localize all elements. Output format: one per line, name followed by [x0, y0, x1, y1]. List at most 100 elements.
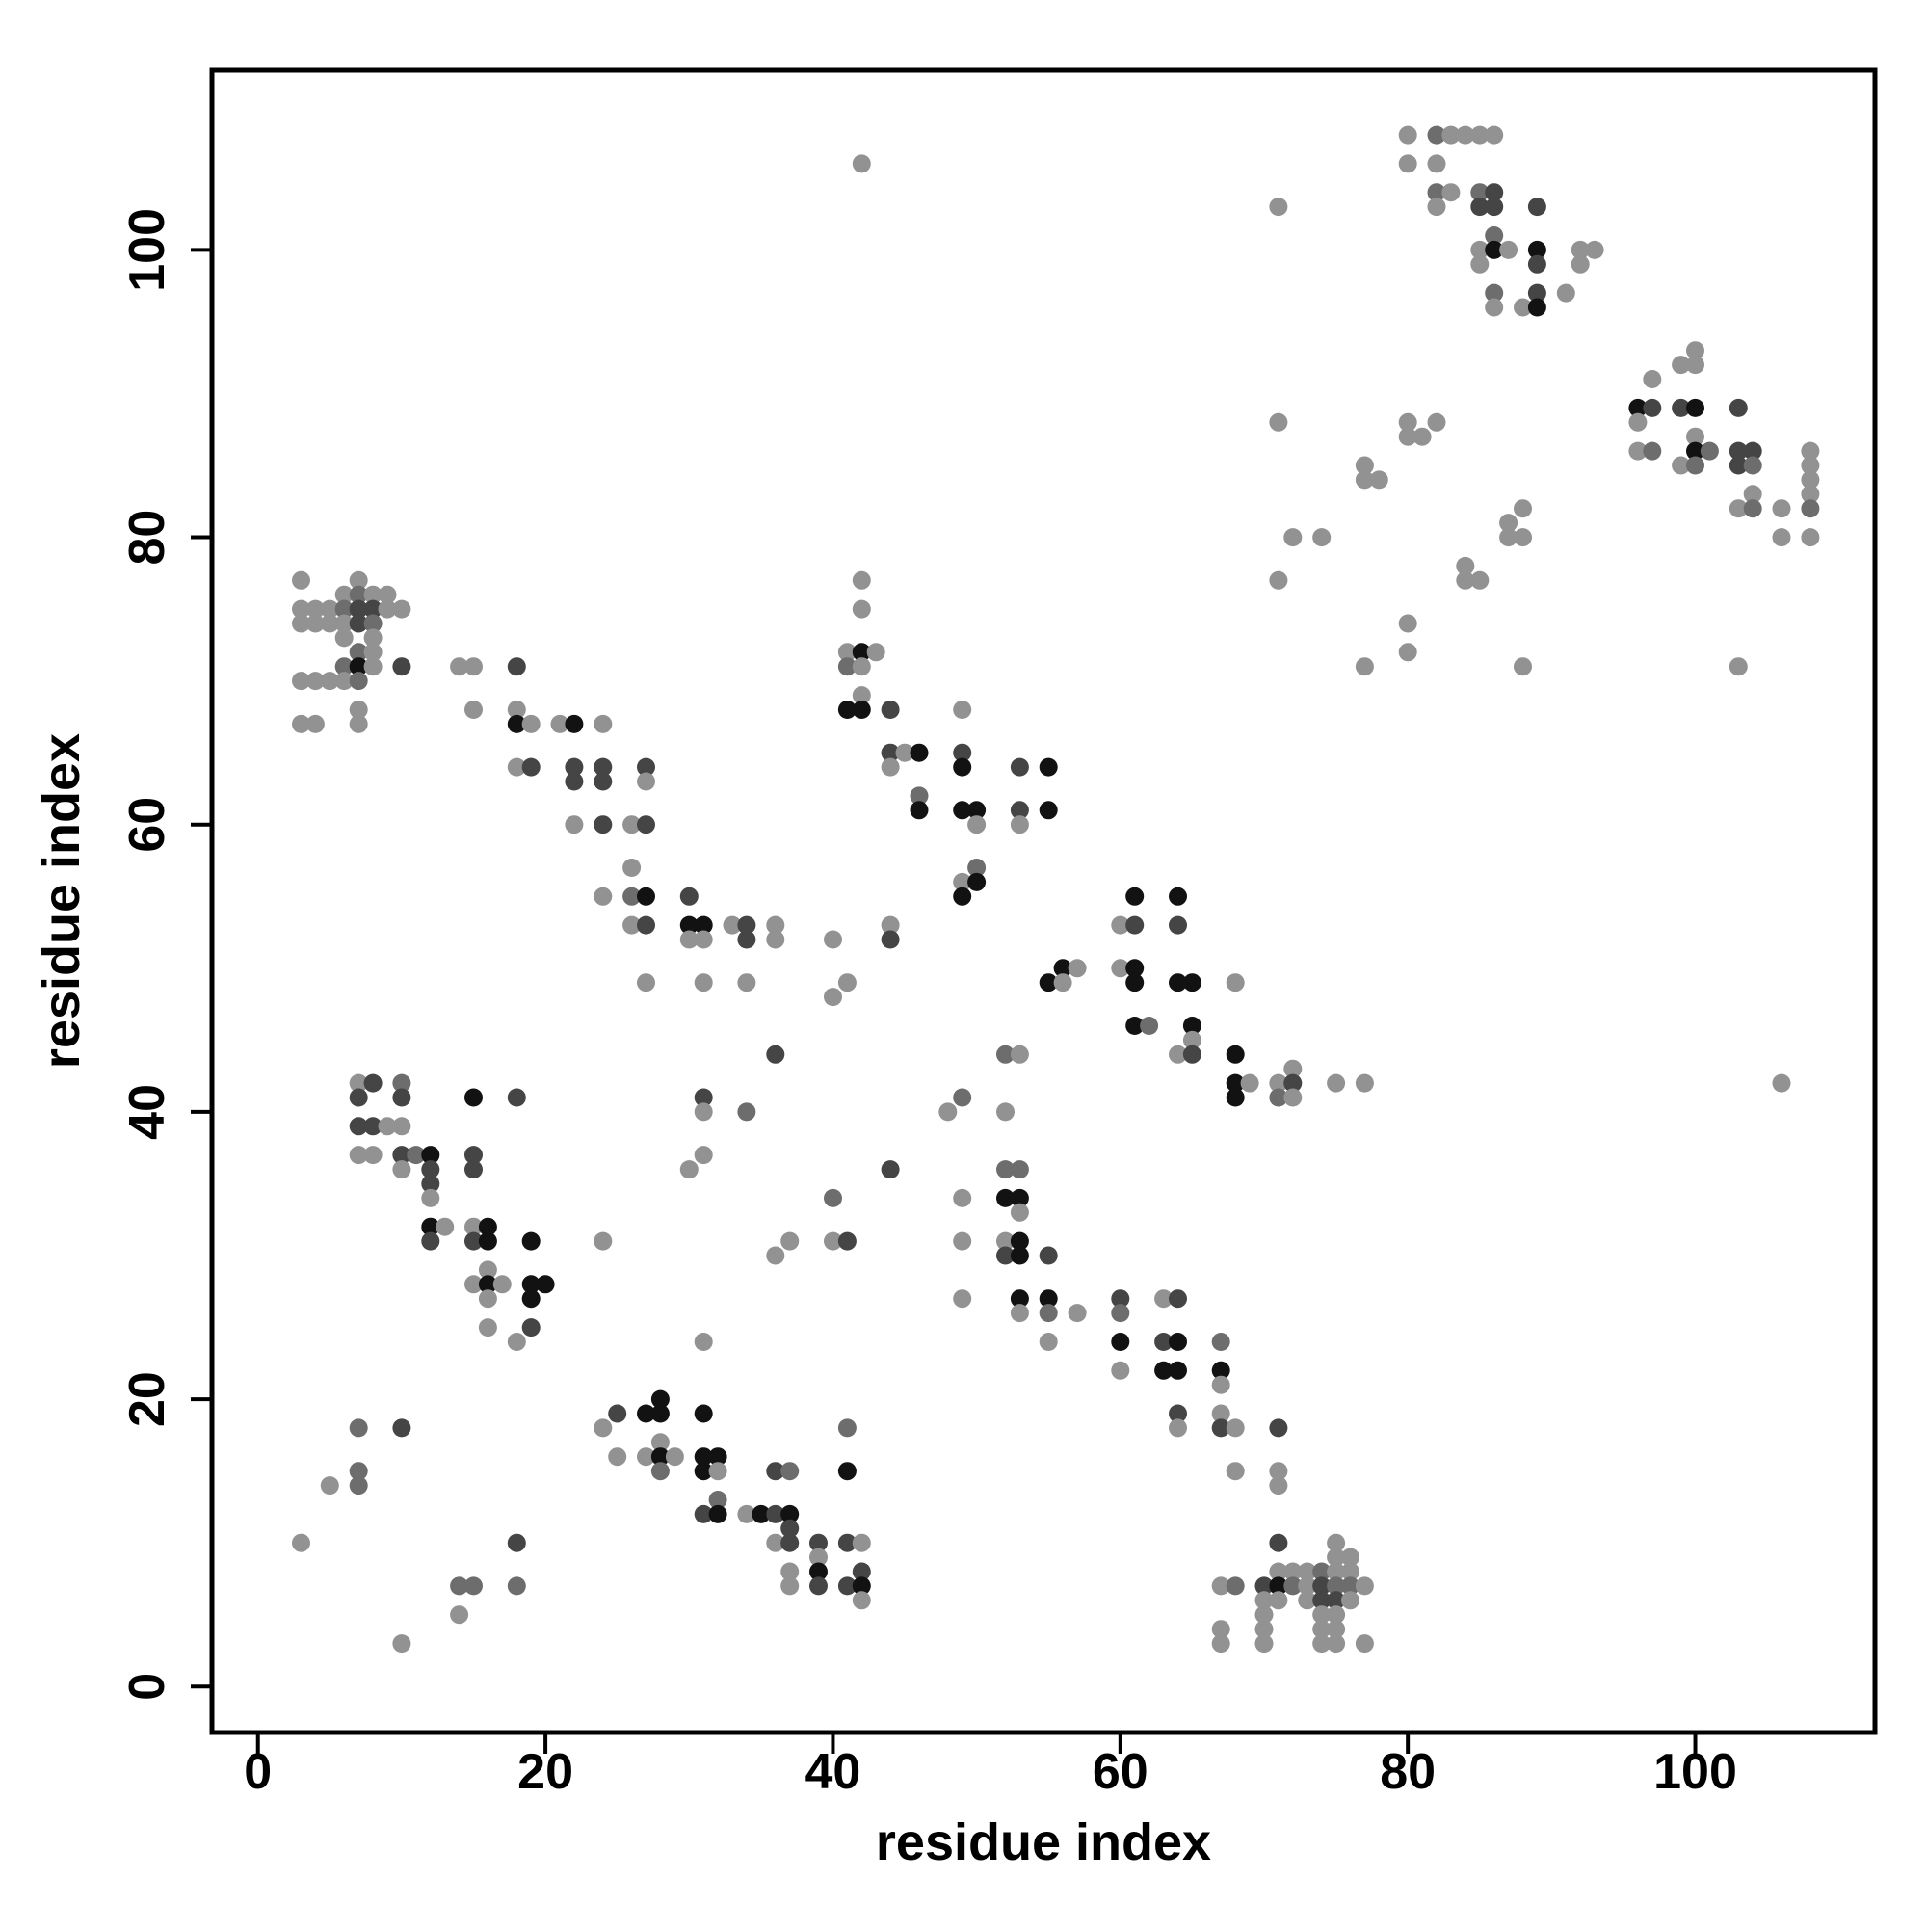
data-point [1485, 183, 1504, 202]
data-point [363, 614, 383, 633]
data-point [1700, 441, 1719, 461]
data-point [1254, 1634, 1274, 1654]
data-point [478, 1260, 497, 1280]
y-tick-label: 80 [119, 510, 175, 566]
data-point [780, 1519, 800, 1538]
data-point [1499, 240, 1518, 259]
data-point [1169, 1404, 1187, 1423]
data-point [1111, 959, 1130, 978]
data-point [1211, 1634, 1230, 1654]
data-point [837, 1533, 857, 1552]
data-point [694, 1333, 713, 1351]
data-point [1298, 1576, 1317, 1596]
data-point [292, 614, 310, 633]
data-point [679, 1160, 699, 1179]
data-point [1254, 1576, 1274, 1596]
data-point [1355, 1634, 1374, 1654]
plot-frame [209, 67, 1878, 1735]
data-point [1039, 1246, 1058, 1265]
data-point [1010, 757, 1029, 777]
data-point [1240, 1073, 1259, 1093]
data-point [837, 643, 857, 662]
data-point [1039, 801, 1058, 820]
data-point [837, 1576, 857, 1596]
data-point [967, 859, 987, 877]
data-point [852, 701, 871, 719]
data-point [1182, 973, 1201, 992]
data-point [637, 973, 655, 992]
data-point [1312, 528, 1332, 547]
data-point [953, 801, 972, 820]
data-point [1312, 1576, 1332, 1596]
data-point [1729, 398, 1748, 417]
data-point [1327, 1562, 1346, 1581]
data-point [492, 1275, 512, 1294]
data-point [1327, 1605, 1346, 1625]
data-point [1010, 1246, 1029, 1265]
data-point [349, 643, 368, 662]
data-point [953, 1289, 972, 1309]
data-point [521, 1231, 541, 1251]
data-point [809, 1548, 828, 1567]
data-point [1427, 183, 1446, 202]
data-point [305, 614, 325, 633]
data-point [1398, 614, 1417, 633]
data-point [1686, 356, 1704, 375]
data-point [349, 599, 368, 619]
data-point [1643, 441, 1662, 461]
x-tick-label: 20 [517, 1744, 573, 1800]
data-point [521, 714, 541, 733]
data-point [507, 757, 526, 777]
data-point [1039, 973, 1058, 992]
data-point [665, 1447, 684, 1467]
points-layer [292, 125, 1820, 1654]
x-tick-label: 100 [1653, 1744, 1737, 1800]
data-point [1226, 1418, 1245, 1438]
data-point [464, 1231, 483, 1251]
data-point [363, 628, 383, 648]
data-point [1527, 283, 1546, 303]
data-point [349, 1088, 368, 1107]
data-point [1672, 456, 1691, 475]
data-point [1154, 1361, 1174, 1380]
data-point [837, 701, 857, 719]
data-point [766, 1045, 785, 1064]
data-point [694, 915, 713, 935]
data-point [1298, 1591, 1317, 1610]
data-point [1269, 570, 1288, 590]
data-point [1226, 973, 1245, 992]
data-point [780, 1562, 800, 1581]
data-point [1125, 973, 1145, 992]
data-point [1111, 1289, 1130, 1309]
data-point [1053, 973, 1072, 992]
data-point [1269, 412, 1288, 432]
data-point [363, 1073, 383, 1093]
data-point [708, 1447, 727, 1467]
data-point [334, 657, 354, 676]
data-point [1327, 1533, 1346, 1552]
data-point [1485, 226, 1504, 245]
data-point [1672, 398, 1691, 417]
data-point [1269, 1476, 1288, 1495]
data-point [349, 714, 368, 733]
data-point [780, 1462, 800, 1481]
data-point [1211, 1333, 1230, 1351]
data-point [421, 1217, 440, 1236]
data-point [622, 859, 642, 877]
data-point [1341, 1576, 1359, 1596]
data-point [708, 1491, 727, 1509]
data-point [852, 1591, 871, 1610]
data-point [780, 1533, 800, 1552]
data-point [334, 672, 354, 691]
data-point [1010, 1188, 1029, 1207]
y-axis: 0 20 40 60 80 100 [119, 208, 212, 1701]
data-point [708, 1504, 727, 1523]
data-point [1772, 528, 1791, 547]
data-point [363, 1146, 383, 1165]
data-point [881, 930, 900, 949]
data-point [292, 570, 310, 590]
data-point [1427, 154, 1446, 173]
data-point [1039, 757, 1058, 777]
data-point [1355, 1073, 1374, 1093]
data-point [1743, 441, 1762, 461]
